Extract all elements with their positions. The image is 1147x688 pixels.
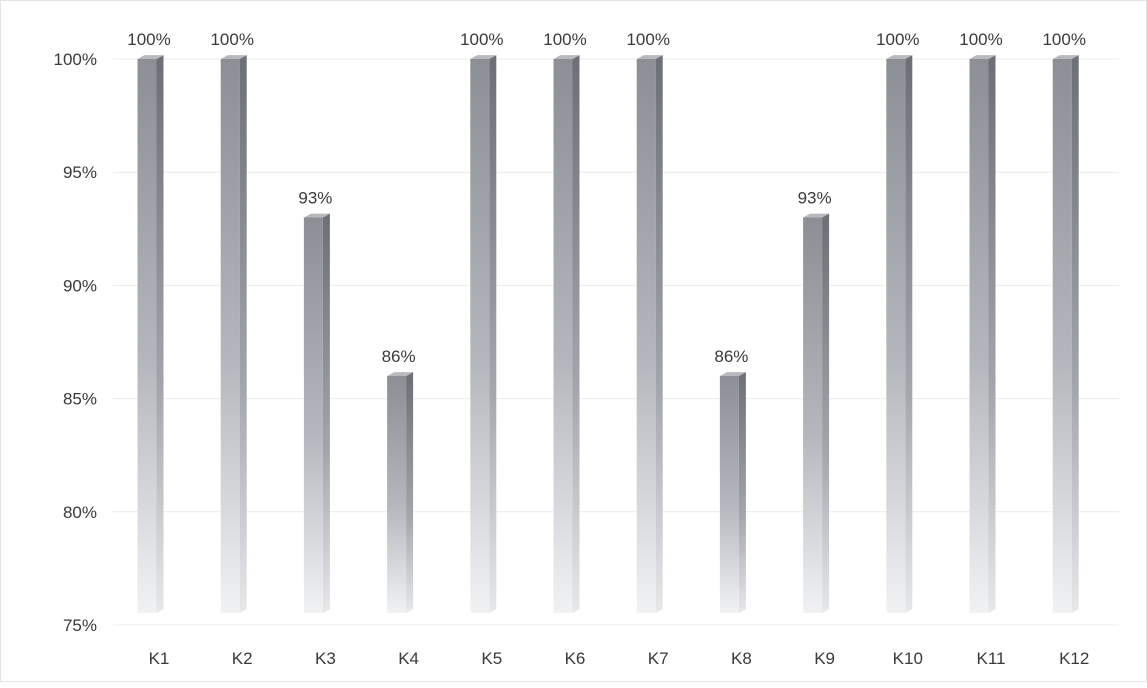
y-tick-label: 95%	[63, 163, 97, 182]
bar-front	[387, 375, 407, 613]
bar-front	[137, 59, 157, 613]
data-label-k4: 86%	[382, 347, 416, 366]
y-axis-ticks: 75% 80% 85% 90% 95% 100%	[54, 50, 97, 635]
data-label-k8: 86%	[714, 347, 748, 366]
bar-front	[636, 59, 656, 613]
data-label-k3: 93%	[298, 188, 332, 207]
data-label-k7: 100%	[626, 30, 669, 49]
bar-cap	[470, 55, 497, 59]
bar-side	[572, 55, 580, 613]
x-tick-label-k4: K4	[398, 649, 419, 668]
bar-cap	[1052, 55, 1079, 59]
bar-cap	[719, 372, 746, 376]
bar-side	[156, 55, 164, 613]
x-tick-label-k12: K12	[1059, 649, 1089, 668]
x-axis-ticks: K1 K2 K3 K4 K5 K6 K7 K8 K9 K10 K11 K12	[149, 649, 1090, 668]
x-tick-label-k1: K1	[149, 649, 170, 668]
x-tick-label-k2: K2	[232, 649, 253, 668]
bar-k3	[303, 213, 330, 614]
bars	[137, 55, 1079, 614]
data-label-k10: 100%	[876, 30, 919, 49]
y-tick-label: 90%	[63, 276, 97, 295]
y-tick-label: 85%	[63, 390, 97, 409]
bar-side	[988, 55, 996, 613]
bar-k1	[137, 55, 164, 613]
bar-side	[1071, 55, 1079, 613]
y-tick-label: 80%	[63, 503, 97, 522]
x-tick-label-k11: K11	[977, 649, 1006, 668]
bar-k12	[1052, 55, 1079, 613]
x-tick-label-k3: K3	[315, 649, 336, 668]
bar-k4	[387, 372, 414, 613]
data-label-k9: 93%	[798, 188, 832, 207]
x-tick-label-k10: K10	[893, 649, 923, 668]
y-tick-label: 100%	[54, 50, 97, 69]
bar-side	[655, 55, 663, 613]
bar-cap	[387, 372, 414, 376]
bar-k8	[719, 372, 746, 613]
x-tick-label-k9: K9	[814, 649, 835, 668]
bar-cap	[969, 55, 996, 59]
bar-front	[886, 59, 906, 613]
bar-k9	[803, 213, 830, 614]
bar-k11	[969, 55, 996, 613]
bar-side	[239, 55, 247, 613]
bar-side	[738, 372, 746, 613]
bar-side	[905, 55, 913, 613]
bar-front	[303, 217, 323, 614]
y-tick-label: 75%	[63, 616, 97, 635]
bar-k10	[886, 55, 913, 613]
bar-cap	[303, 213, 330, 218]
bar-cap	[137, 55, 164, 59]
gridlines	[113, 58, 1119, 626]
bar-side	[489, 55, 497, 613]
bar-cap	[553, 55, 580, 59]
bar-front	[1052, 59, 1072, 613]
data-label-k12: 100%	[1042, 30, 1085, 49]
bar-front	[969, 59, 989, 613]
data-label-k1: 100%	[127, 30, 170, 49]
data-label-k2: 100%	[210, 30, 253, 49]
x-tick-label-k7: K7	[648, 649, 669, 668]
bar-front	[220, 59, 240, 613]
data-label-k6: 100%	[543, 30, 586, 49]
bar-cap	[636, 55, 663, 59]
x-tick-label-k5: K5	[481, 649, 502, 668]
bar-side	[822, 213, 830, 613]
bar-cap	[220, 55, 247, 59]
bar-cap	[803, 213, 830, 218]
bar-side	[406, 372, 414, 613]
x-tick-label-k6: K6	[565, 649, 586, 668]
bar-front	[470, 59, 490, 613]
bar-k7	[636, 55, 663, 613]
bar-front	[719, 375, 739, 613]
data-labels: 100% 100% 93% 86% 100% 100% 100% 86% 93% 100% 100%…	[127, 30, 1086, 366]
data-label-k5: 100%	[460, 30, 503, 49]
bar-side	[322, 213, 330, 613]
bar-front	[553, 59, 573, 613]
bar-cap	[886, 55, 913, 59]
bar-k6	[553, 55, 580, 613]
x-tick-label-k8: K8	[731, 649, 752, 668]
data-label-k11: 100%	[959, 30, 1002, 49]
bar-k5	[470, 55, 497, 613]
bar-k2	[220, 55, 247, 613]
bar-front	[803, 217, 823, 614]
